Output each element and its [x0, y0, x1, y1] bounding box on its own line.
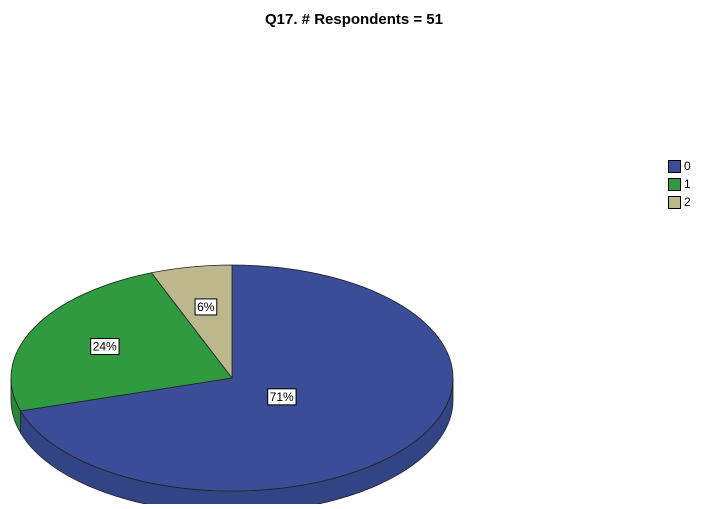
data-label: 24%	[90, 337, 120, 355]
legend-label: 2	[684, 195, 691, 209]
legend-swatch	[668, 160, 681, 173]
legend-label: 1	[684, 177, 691, 191]
data-label: 71%	[267, 388, 297, 406]
data-label-box	[267, 388, 297, 406]
pie-slice	[10, 272, 233, 412]
data-label-box	[194, 298, 218, 316]
data-label-text: 71%	[270, 390, 294, 404]
legend-swatch	[668, 178, 681, 191]
pie-slice	[150, 264, 233, 380]
pie-top	[10, 264, 454, 492]
pie-labels: 71% 24% 6%	[90, 298, 297, 406]
pie-slice	[19, 264, 454, 492]
chart-title: Q17. # Respondents = 51	[265, 11, 443, 28]
data-label-box	[90, 337, 120, 355]
legend-label: 0	[684, 159, 691, 173]
data-label-text: 24%	[93, 340, 117, 354]
data-label-text: 6%	[197, 300, 215, 314]
legend-swatch	[668, 196, 681, 209]
data-label: 6%	[194, 298, 218, 316]
